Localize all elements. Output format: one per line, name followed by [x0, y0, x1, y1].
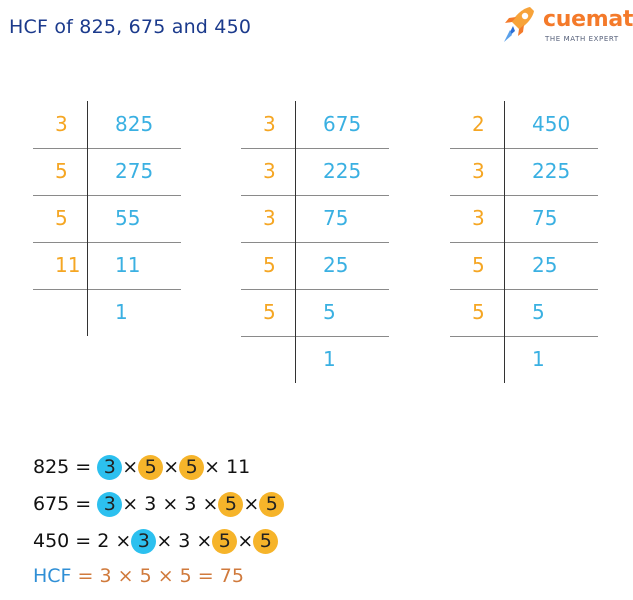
hcf-expression: = 3 × 5 × 5 = 75 — [77, 565, 244, 587]
factor-equation: 675 = 3 × 3 × 3 × 5 × 5 — [33, 489, 285, 519]
divisor-cell: 3 — [472, 206, 485, 230]
table-row: 3 75 — [450, 195, 598, 242]
row-divider — [450, 336, 598, 337]
quotient-cell: 1 — [532, 347, 545, 371]
quotient-cell: 225 — [532, 159, 571, 183]
factor-equation: 825 = 3 × 5 × 5 × 11 — [33, 452, 250, 482]
quotient-cell: 5 — [532, 300, 545, 324]
divisor-cell: 11 — [55, 253, 81, 277]
cuemath-logo: cuemath THE MATH EXPERT — [500, 4, 633, 50]
table-row: 11 11 — [33, 242, 181, 289]
common-factor-circle: 5 — [179, 454, 205, 480]
common-factor-circle: 3 — [97, 454, 123, 480]
row-divider — [241, 242, 389, 243]
row-divider — [241, 289, 389, 290]
quotient-cell: 11 — [115, 253, 141, 277]
quotient-cell: 25 — [532, 253, 558, 277]
table-row: 3 225 — [241, 148, 389, 195]
equation-text: × 3 × 3 × — [122, 493, 219, 515]
row-divider — [33, 195, 181, 196]
divisor-cell: 5 — [55, 206, 68, 230]
division-table: 3 675 3 225 3 75 5 25 5 5 1 — [241, 101, 389, 383]
quotient-cell: 25 — [323, 253, 349, 277]
column-divider — [87, 101, 88, 336]
row-divider — [33, 242, 181, 243]
column-divider — [504, 101, 505, 383]
table-row: 5 25 — [241, 242, 389, 289]
equation-text: × — [237, 530, 254, 552]
table-row: 1 — [241, 336, 389, 383]
table-row: 3 675 — [241, 101, 389, 148]
quotient-cell: 55 — [115, 206, 141, 230]
row-divider — [241, 336, 389, 337]
quotient-cell: 75 — [323, 206, 349, 230]
brand-name: cuemath — [543, 7, 633, 32]
table-row: 5 55 — [33, 195, 181, 242]
quotient-cell: 275 — [115, 159, 154, 183]
divisor-cell: 3 — [263, 112, 276, 136]
division-table: 3 825 5 275 5 55 11 11 1 — [33, 101, 181, 336]
common-factor-circle: 3 — [131, 528, 157, 554]
equation-text: × 3 × — [156, 530, 213, 552]
brand-tagline: THE MATH EXPERT — [545, 35, 619, 43]
divisor-cell: 5 — [472, 253, 485, 277]
divisor-cell: 5 — [263, 253, 276, 277]
column-divider — [295, 101, 296, 383]
row-divider — [450, 195, 598, 196]
common-factor-circle: 5 — [259, 491, 285, 517]
common-factor-circle: 5 — [253, 528, 279, 554]
quotient-cell: 1 — [115, 300, 128, 324]
divisor-cell: 5 — [55, 159, 68, 183]
table-row: 3 825 — [33, 101, 181, 148]
divisor-cell: 2 — [472, 112, 485, 136]
common-factor-circle: 5 — [212, 528, 238, 554]
row-divider — [241, 148, 389, 149]
equation-text: × — [243, 493, 260, 515]
rocket-icon — [504, 7, 534, 42]
common-factor-circle: 5 — [218, 491, 244, 517]
table-row: 3 75 — [241, 195, 389, 242]
quotient-cell: 225 — [323, 159, 362, 183]
equation-text: 825 = — [33, 456, 98, 478]
row-divider — [450, 148, 598, 149]
table-row: 3 225 — [450, 148, 598, 195]
row-divider — [241, 195, 389, 196]
divisor-cell: 3 — [263, 206, 276, 230]
common-factor-circle: 5 — [138, 454, 164, 480]
quotient-cell: 5 — [323, 300, 336, 324]
divisor-cell: 5 — [263, 300, 276, 324]
equation-text: 675 = — [33, 493, 98, 515]
equation-text: × — [122, 456, 139, 478]
hcf-label: HCF — [33, 565, 72, 587]
equation-text: 450 = 2 × — [33, 530, 132, 552]
quotient-cell: 1 — [323, 347, 336, 371]
divisor-cell: 3 — [55, 112, 68, 136]
table-row: 1 — [33, 289, 181, 336]
hcf-result: HCF = 3 × 5 × 5 = 75 — [33, 565, 244, 587]
common-factor-circle: 3 — [97, 491, 123, 517]
table-row: 1 — [450, 336, 598, 383]
table-row: 2 450 — [450, 101, 598, 148]
row-divider — [33, 289, 181, 290]
row-divider — [450, 242, 598, 243]
factor-equation: 450 = 2 × 3 × 3 × 5 × 5 — [33, 526, 279, 556]
divisor-cell: 3 — [472, 159, 485, 183]
quotient-cell: 75 — [532, 206, 558, 230]
table-row: 5 25 — [450, 242, 598, 289]
equation-text: × 11 — [204, 456, 251, 478]
row-divider — [450, 289, 598, 290]
quotient-cell: 825 — [115, 112, 154, 136]
quotient-cell: 675 — [323, 112, 362, 136]
division-table: 2 450 3 225 3 75 5 25 5 5 1 — [450, 101, 598, 383]
quotient-cell: 450 — [532, 112, 571, 136]
page-title: HCF of 825, 675 and 450 — [9, 16, 252, 38]
divisor-cell: 5 — [472, 300, 485, 324]
row-divider — [33, 148, 181, 149]
equation-text: × — [163, 456, 180, 478]
divisor-cell: 3 — [263, 159, 276, 183]
table-row: 5 275 — [33, 148, 181, 195]
